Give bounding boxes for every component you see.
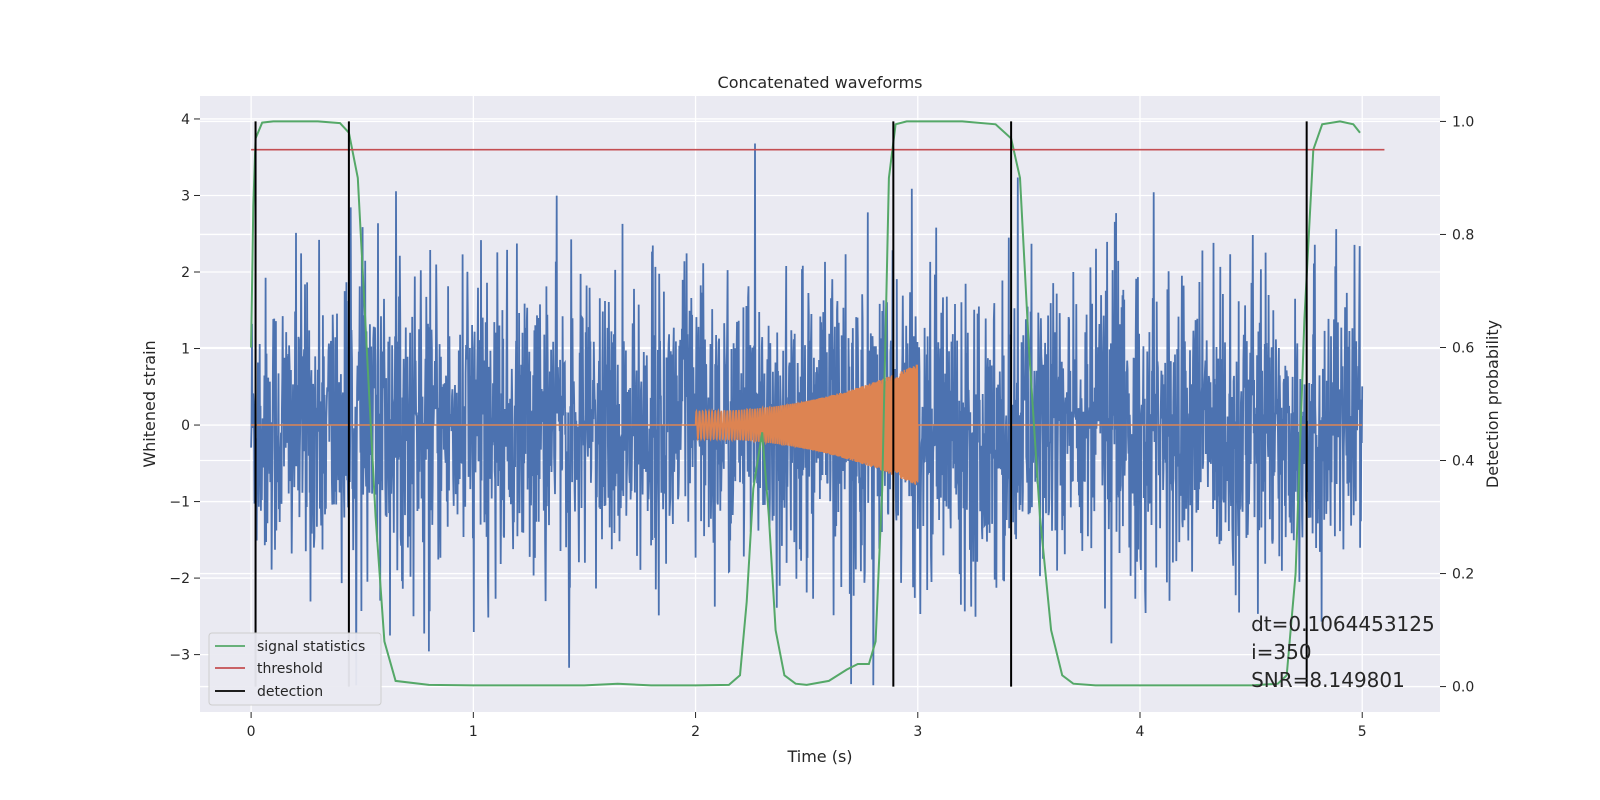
- y-tick-label: −1: [169, 495, 190, 511]
- chirp-series-line: [251, 364, 1363, 485]
- y2-tick-label: 0.0: [1452, 680, 1474, 696]
- y-tick-label: 4: [181, 112, 190, 128]
- legend-box: [208, 632, 382, 706]
- annotation: dt=0.1064453125 i=350 SNR=8.149801: [1251, 612, 1435, 692]
- legend-label-threshold: threshold: [257, 661, 323, 677]
- x-axis-label: Time (s): [786, 747, 852, 766]
- axes: −3 −2 −1 0 1 2 3 4 0 1 2 3 4 5 0.0 0.2 0.4 0.6 0.8 1.0: [169, 112, 1474, 740]
- x-tick-label: 4: [1136, 724, 1145, 740]
- y2-tick-label: 0.2: [1452, 567, 1474, 583]
- signal-statistics-line: [250, 120, 1361, 687]
- annotation-line: dt=0.1064453125: [1251, 612, 1435, 636]
- y-tick-label: 1: [181, 342, 190, 358]
- y-tick-label: −2: [169, 571, 190, 587]
- y-tick-label: 0: [181, 418, 190, 434]
- legend-label-detection: detection: [257, 684, 323, 700]
- legend: signal statistics threshold detection: [208, 632, 382, 706]
- y2-tick-label: 0.4: [1452, 454, 1474, 470]
- y2-tick-label: 1.0: [1452, 114, 1474, 130]
- x-tick-label: 5: [1358, 724, 1367, 740]
- x-tick-label: 0: [247, 724, 256, 740]
- y2-axis-label: Detection probability: [1483, 320, 1502, 488]
- annotation-line: SNR=8.149801: [1251, 668, 1405, 692]
- y2-tick-label: 0.6: [1452, 340, 1474, 356]
- x-tick-label: 2: [691, 724, 700, 740]
- y-tick-label: 2: [181, 265, 190, 281]
- data-layer: [250, 120, 1385, 687]
- y-axis-label: Whitened strain: [140, 340, 159, 467]
- chart-title: Concatenated waveforms: [718, 73, 923, 92]
- legend-label-signal-statistics: signal statistics: [257, 639, 365, 655]
- y2-tick-label: 0.8: [1452, 227, 1474, 243]
- y-tick-label: 3: [181, 188, 190, 204]
- y-tick-label: −3: [169, 648, 190, 664]
- annotation-line: i=350: [1251, 640, 1312, 664]
- x-tick-label: 3: [913, 724, 922, 740]
- noise-series-line: [250, 143, 1364, 686]
- x-tick-label: 1: [469, 724, 478, 740]
